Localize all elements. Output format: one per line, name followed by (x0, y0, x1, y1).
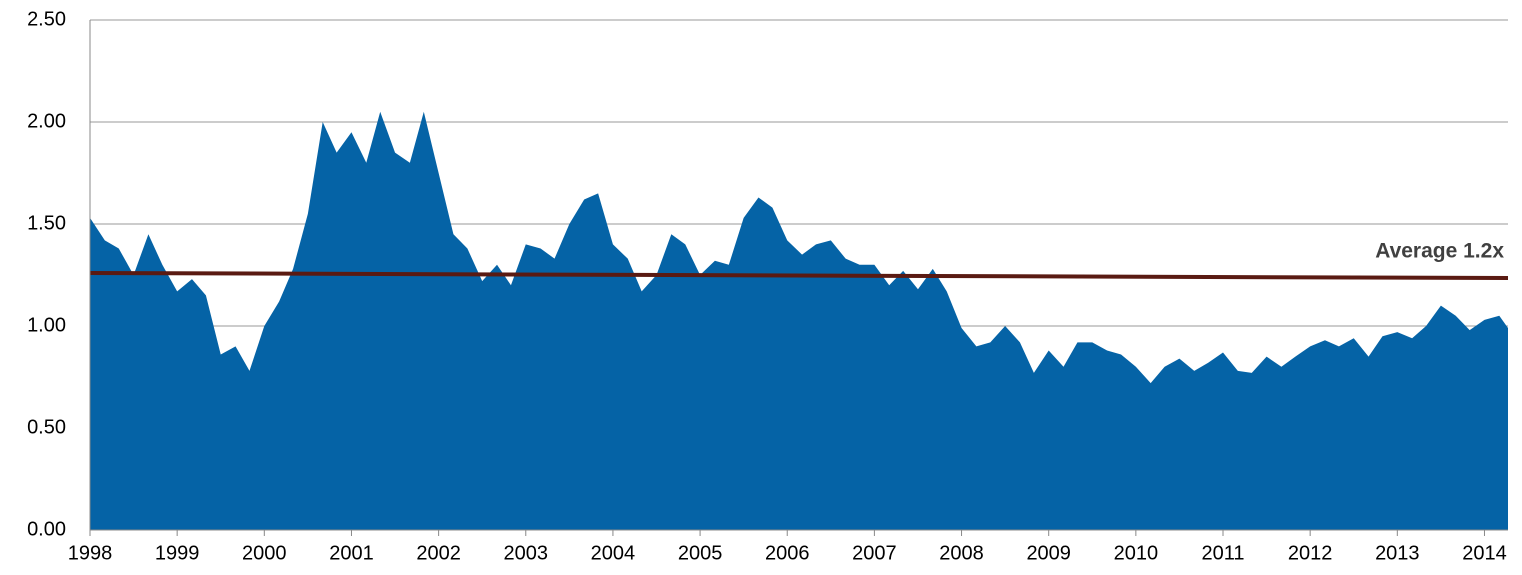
x-tick-label: 2003 (504, 542, 549, 564)
x-tick-label: 2001 (329, 542, 374, 564)
x-tick-label: 2004 (591, 542, 636, 564)
x-tick-label: 2014 (1462, 542, 1507, 564)
y-tick-label: 1.00 (27, 314, 66, 336)
x-tick-label: 2008 (939, 542, 984, 564)
x-tick-label: 2009 (1026, 542, 1071, 564)
average-line (89, 270, 1509, 281)
x-tick-label: 2012 (1288, 542, 1333, 564)
x-tick-label: 2013 (1375, 542, 1420, 564)
y-tick-label: 1.50 (27, 212, 66, 234)
x-tick-label: 2005 (678, 542, 723, 564)
x-tick-label: 2007 (852, 542, 897, 564)
x-tick-label: 1998 (68, 542, 113, 564)
y-tick-label: 2.00 (27, 110, 66, 132)
x-tick-label: 1999 (155, 542, 200, 564)
y-tick-label: 0.00 (27, 518, 66, 540)
area (90, 111, 1508, 531)
x-tick-label: 2000 (242, 542, 287, 564)
average-label: Average 1.2x (1375, 240, 1504, 263)
y-tick-label: 2.50 (27, 8, 66, 30)
y-tick-label: 0.50 (27, 416, 66, 438)
x-tick-label: 2006 (765, 542, 810, 564)
x-tick-label: 2010 (1114, 542, 1159, 564)
x-tick-label: 2011 (1201, 542, 1244, 564)
x-tick-label: 2002 (416, 542, 461, 564)
